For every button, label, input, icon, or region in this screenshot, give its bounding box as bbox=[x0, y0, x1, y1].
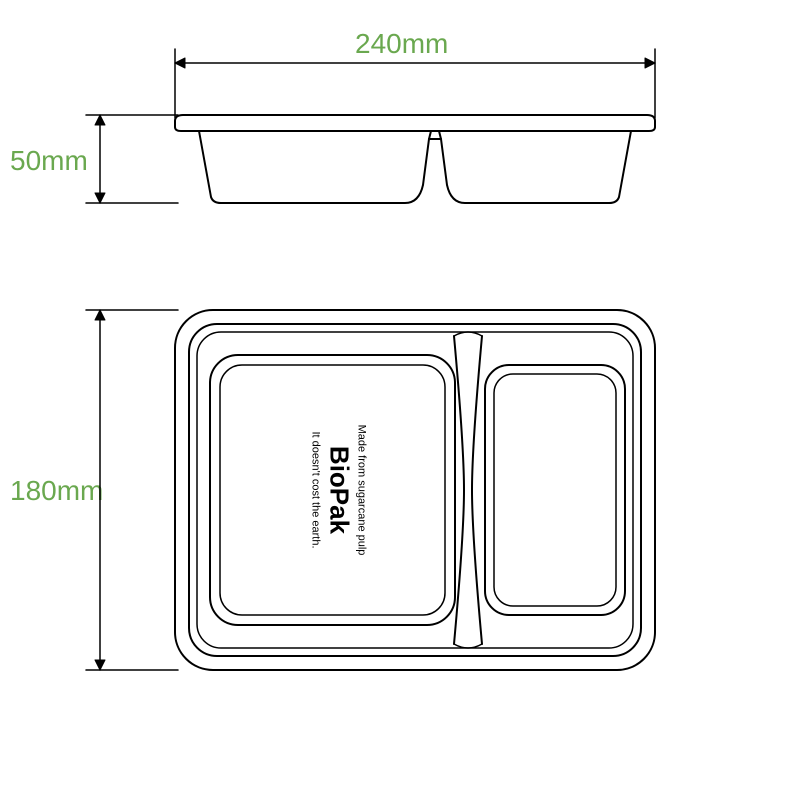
product-label-group: Made from sugarcane pulpBioPakIt doesn't… bbox=[310, 425, 368, 556]
svg-text:Made from sugarcane pulp: Made from sugarcane pulp bbox=[356, 425, 368, 556]
technical-drawing: 240mm 50mm 180mm Made from sugarcane pul… bbox=[0, 0, 800, 800]
drawing-svg: Made from sugarcane pulpBioPakIt doesn't… bbox=[0, 0, 800, 800]
svg-text:BioPak: BioPak bbox=[325, 446, 355, 535]
svg-text:It doesn't cost the earth.: It doesn't cost the earth. bbox=[310, 431, 322, 548]
